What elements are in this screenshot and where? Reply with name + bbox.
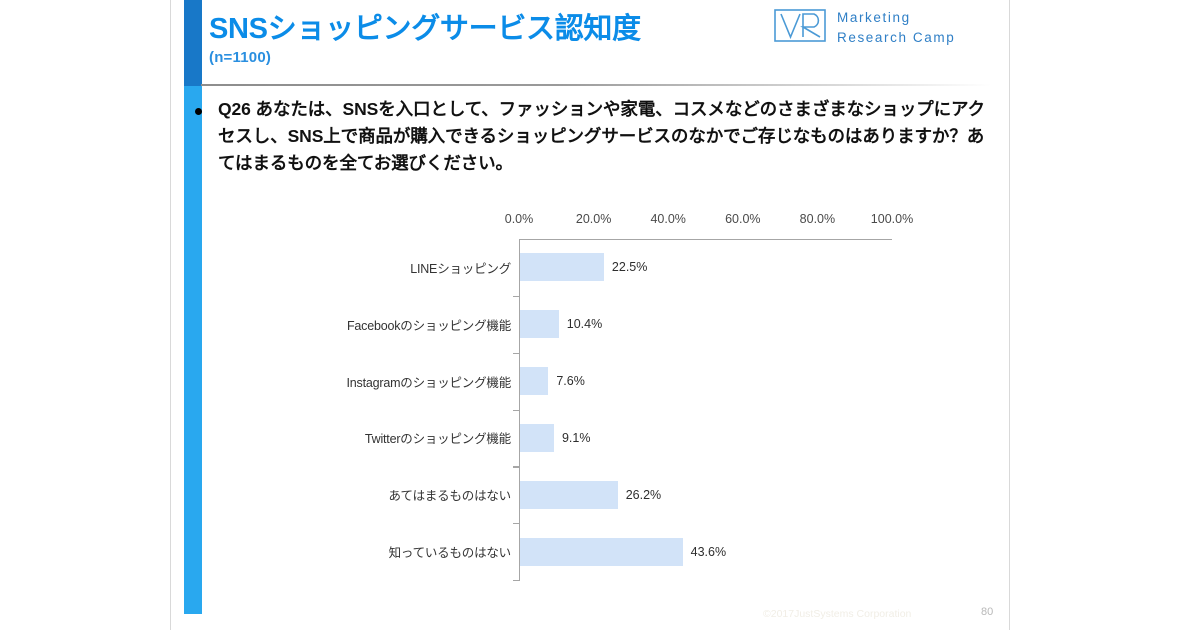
- x-axis-tick-0: 0.0%: [504, 212, 534, 226]
- y-axis-line: [519, 239, 521, 581]
- page-title: SNSショッピングサービス認知度: [209, 13, 641, 45]
- accent-bar-top: [184, 0, 202, 86]
- vr-monogram-icon: [774, 8, 826, 47]
- presentation-slide: SNSショッピングサービス認知度 (n=1100) Marketing Rese…: [170, 0, 1010, 630]
- page-number: 80: [981, 606, 994, 618]
- bar: [520, 253, 604, 282]
- y-axis-tick: [513, 352, 519, 354]
- x-axis-tick-1: 20.0%: [575, 212, 612, 226]
- bar-value-label: 7.6%: [556, 374, 585, 389]
- y-axis-tick: [513, 295, 519, 298]
- chart-rows: LINEショッピング 22.5% Facebookのショッピング機能 10.4% Ins…: [321, 239, 1001, 582]
- category-label: Twitterのショッピング機能: [364, 432, 511, 447]
- chart-row: Instagramのショッピング機能 7.6%: [321, 353, 1001, 410]
- category-label: Facebookのショッピング機能: [347, 318, 511, 333]
- bar-group: 43.6%: [520, 537, 980, 566]
- bullet-icon: [195, 108, 204, 177]
- copyright-text: ©2017JustSystems Corporation: [763, 608, 912, 620]
- chart-row: 知っているものはない 43.6%: [321, 523, 1001, 580]
- bar: [520, 367, 549, 396]
- y-axis-tick: [513, 466, 519, 468]
- bar-group: 7.6%: [520, 367, 980, 396]
- x-axis-tick-2: 40.0%: [650, 212, 686, 226]
- x-axis-tick-3: 60.0%: [725, 212, 761, 226]
- chart-row: LINEショッピング 22.5%: [321, 239, 1001, 296]
- bar: [520, 423, 554, 452]
- chart-row: Facebookのショッピング機能 10.4%: [321, 296, 1001, 353]
- brand-logo-line1: Marketing: [837, 10, 911, 25]
- bar: [520, 537, 683, 566]
- category-label: Instagramのショッピング機能: [346, 375, 512, 390]
- accent-bar-bottom: [184, 86, 202, 614]
- bar-value-label: 26.2%: [625, 487, 662, 502]
- y-axis-end-tick: [513, 580, 519, 582]
- x-axis-tick-5: 100.0%: [870, 212, 914, 226]
- bar: [520, 310, 559, 339]
- chart-row: Twitterのショッピング機能 9.1%: [321, 410, 1001, 467]
- x-axis-tick-labels: 0.0% 20.0% 40.0% 60.0% 80.0% 100.0%: [321, 212, 1001, 232]
- sample-size-label: (n=1100): [209, 49, 272, 67]
- category-label: LINEショッピング: [410, 261, 511, 276]
- question-text: Q26 あなたは、SNSを入口として、ファッションや家電、コスメなどのさまざまな…: [218, 99, 985, 174]
- x-axis-tick-4: 80.0%: [799, 212, 836, 226]
- bar-group: 22.5%: [520, 253, 980, 282]
- header-divider: [201, 84, 991, 86]
- y-axis-tick: [513, 409, 519, 411]
- bar: [520, 480, 618, 509]
- bar-value-label: 9.1%: [561, 430, 591, 445]
- brand-logo-line2: Research Camp: [837, 29, 956, 45]
- slide-header: SNSショッピングサービス認知度 (n=1100): [209, 14, 989, 80]
- question-block: Q26 あなたは、SNSを入口として、ファッションや家電、コスメなどのさまざまな…: [195, 96, 995, 177]
- chart-row: あてはまるものはない 26.2%: [321, 466, 1001, 523]
- bar-value-label: 43.6%: [690, 544, 727, 559]
- bar-group: 26.2%: [520, 480, 980, 509]
- bar-group: 9.1%: [520, 423, 980, 452]
- bar-value-label: 22.5%: [611, 260, 648, 275]
- category-label: 知っているものはない: [388, 546, 512, 561]
- bar-group: 10.4%: [520, 310, 980, 339]
- brand-logo-text: Marketing Research Camp: [837, 8, 955, 47]
- bar-value-label: 10.4%: [566, 317, 603, 332]
- brand-logo: Marketing Research Camp: [774, 8, 955, 47]
- y-axis-tick: [513, 523, 519, 525]
- category-label: あてはまるものはない: [388, 489, 511, 504]
- bar-chart: 0.0% 20.0% 40.0% 60.0% 80.0% 100.0% LINEショッピン…: [321, 212, 1001, 592]
